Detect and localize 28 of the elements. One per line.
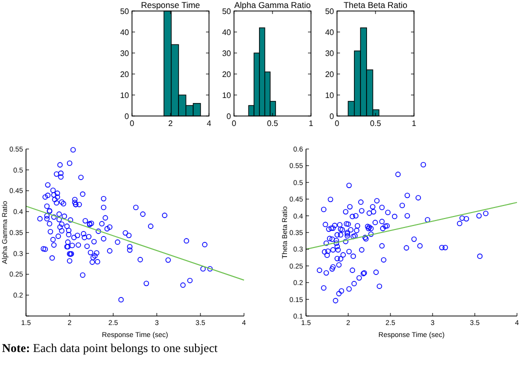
x-tick-label: 0.5: [370, 119, 382, 128]
y-tick-label: 30: [222, 48, 232, 58]
y-tick-label: 0: [226, 112, 232, 121]
chart-title: Response Time: [140, 0, 200, 10]
y-tick-label: 40: [325, 28, 335, 37]
y-tick-label: 50: [325, 6, 335, 16]
x-tick-label: 1: [412, 119, 417, 128]
x-tick-label: 4: [206, 119, 212, 128]
y-tick-label: 40: [120, 28, 130, 37]
y-tick-label: 50: [222, 6, 232, 16]
y-tick-label: 20: [325, 70, 335, 79]
y-tick-label: 10: [222, 90, 232, 100]
y-tick-label: 50: [120, 6, 130, 16]
chart-title: Alpha Gamma Ratio: [234, 0, 312, 10]
y-tick-label: 30: [120, 48, 130, 58]
y-tick-label: 30: [325, 48, 335, 58]
x-tick-label: 1: [308, 119, 314, 128]
y-tick-label: 10: [325, 90, 335, 100]
text: Note: Each data point belongs to one subject: [2, 341, 218, 355]
y-tick-label: 0: [330, 112, 335, 121]
y-tick-label: 40: [222, 28, 232, 37]
y-tick-label: 10: [120, 90, 130, 100]
y-tick-label: 0: [124, 112, 130, 121]
y-tick-label: 20: [222, 70, 232, 79]
x-tick-label: 2: [168, 119, 174, 128]
x-tick-label: 0.5: [266, 119, 279, 128]
chart-title: Theta Beta Ratio: [344, 0, 408, 10]
y-tick-label: 20: [120, 70, 130, 79]
